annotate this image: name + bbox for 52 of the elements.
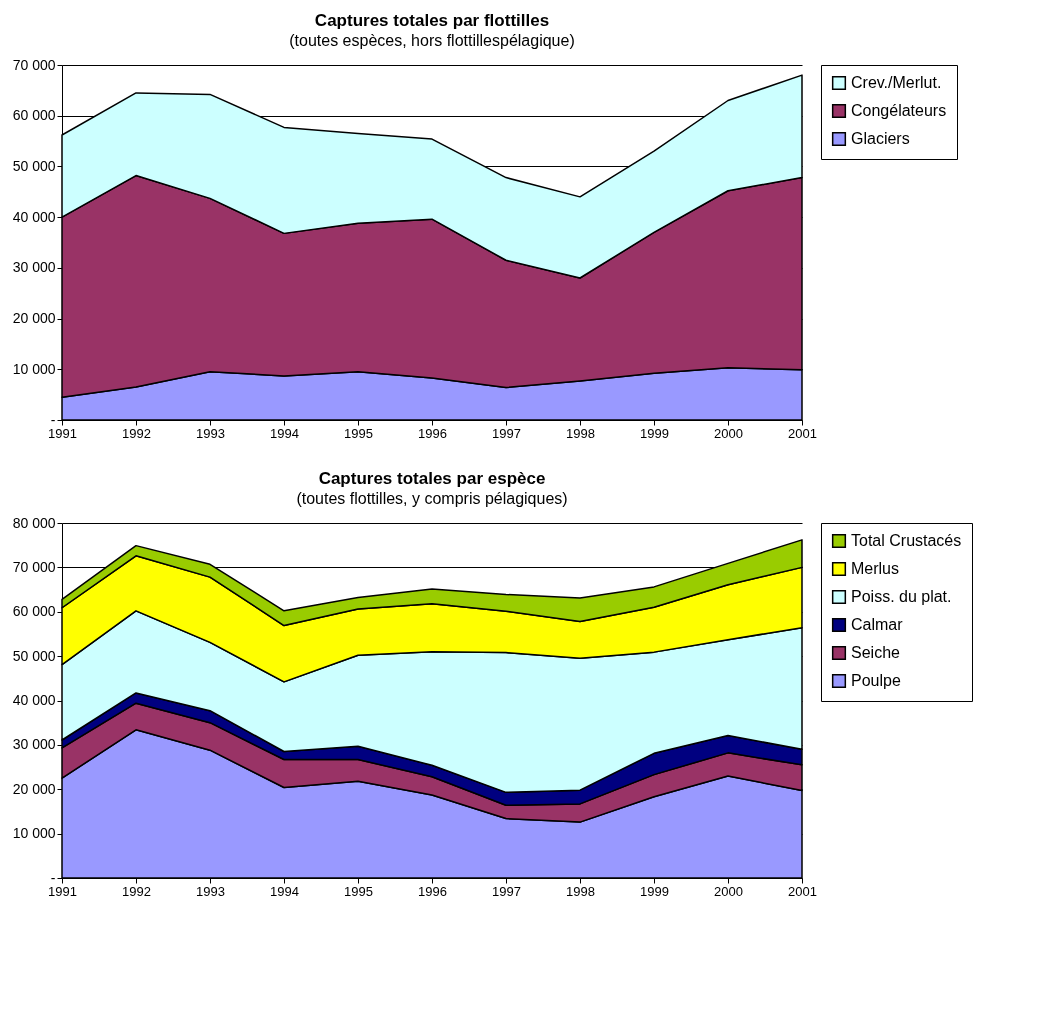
y-tick-label: 20 000 [12,310,56,327]
x-tick-label: 1995 [344,883,373,899]
y-tick-label: 70 000 [12,56,56,73]
y-tick-label: 50 000 [12,647,56,664]
y-tick-label: 30 000 [12,736,56,753]
x-tick-label: 2001 [788,425,817,441]
x-tick-label: 1998 [566,425,595,441]
x-tick-label: 1999 [640,425,669,441]
legend-label: Glaciers [851,130,910,147]
y-tick-label: - [50,869,56,886]
y-tick-label: 40 000 [12,692,56,708]
x-tick-label: 2001 [788,883,817,899]
chart-subtitle: (toutes flottilles, y compris pélagiques) [296,490,568,507]
y-tick-label: 80 000 [12,514,56,531]
x-tick-label: 1992 [122,425,151,441]
x-tick-label: 1999 [640,883,669,899]
y-tick-label: 10 000 [12,825,56,842]
x-tick-label: 1991 [48,425,77,441]
chart-subtitle: (toutes espèces, hors flottillespélagique) [289,32,575,49]
chart-title: Captures totales par flottilles [314,11,550,30]
x-tick-label: 1993 [196,425,225,441]
x-tick-label: 1992 [122,883,151,899]
x-tick-label: 2000 [714,425,743,441]
y-tick-label: 60 000 [12,107,56,124]
x-tick-label: 1991 [48,883,77,899]
x-tick-label: 1997 [492,425,521,441]
x-tick-label: 2000 [714,883,743,899]
x-tick-label: 1994 [270,883,299,899]
x-tick-label: 1997 [492,883,521,899]
legend-label: Calmar [851,616,904,633]
y-tick-label: - [50,411,56,428]
x-tick-label: 1993 [196,883,225,899]
y-tick-label: 10 000 [12,360,56,377]
y-tick-label: 40 000 [12,208,56,225]
legend-label: Crev./Merlut. [851,74,942,91]
legend-label: Merlus [851,560,900,577]
x-tick-label: 1994 [270,425,299,441]
legend-label: Congélateurs [851,102,947,119]
y-tick-label: 20 000 [12,780,56,797]
y-tick-label: 70 000 [12,558,56,575]
y-tick-label: 30 000 [12,259,56,276]
x-tick-label: 1995 [344,425,373,441]
x-tick-label: 1996 [418,883,447,899]
x-tick-label: 1998 [566,883,595,899]
y-tick-label: 60 000 [12,603,56,620]
chart-title: Captures totales par espèce [318,469,546,488]
legend-label: Seiche [851,644,901,661]
legend-label: Poiss. du plat. [851,588,952,605]
legend-label: Poulpe [851,672,901,689]
legend-label: Total Crustacés [851,532,962,549]
y-tick-label: 50 000 [12,157,56,174]
x-tick-label: 1996 [418,425,447,441]
